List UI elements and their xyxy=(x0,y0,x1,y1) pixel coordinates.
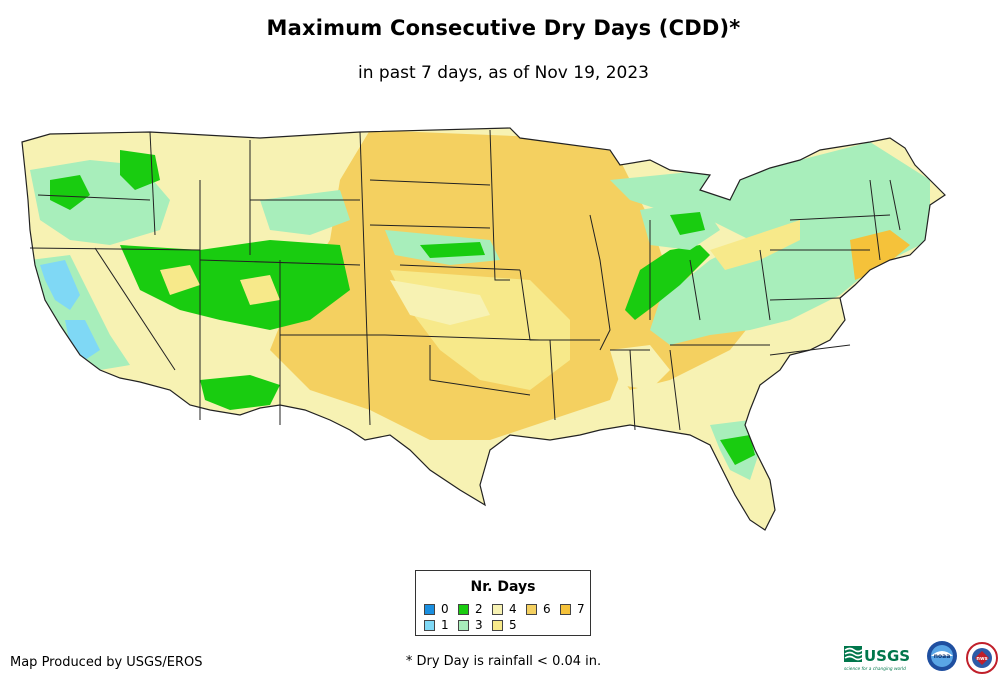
noaa-wordmark: noaa xyxy=(934,653,951,660)
legend-label-1: 1 xyxy=(441,618,449,632)
legend: Nr. Days 0 1 2 3 4 5 6 7 xyxy=(415,570,591,636)
washington-2day-zone xyxy=(50,175,90,210)
legend-label-5: 5 xyxy=(509,618,517,632)
legend-label-3: 3 xyxy=(475,618,483,632)
mid-atlantic-5day-zone xyxy=(710,220,800,270)
legend-swatch-4 xyxy=(492,603,503,615)
california-1day-zone xyxy=(40,260,80,310)
legend-label-7: 7 xyxy=(577,602,585,616)
nws-logo: nws xyxy=(966,642,998,674)
michigan-2day-spot xyxy=(670,212,705,235)
utah-5day-spot xyxy=(240,275,280,305)
legend-item-3: 3 xyxy=(458,619,483,631)
legend-swatch-0 xyxy=(424,603,435,615)
usgs-logo: USGS science for a changing world xyxy=(844,646,910,672)
minnesota-6day-zone xyxy=(510,155,610,215)
legend-swatch-3 xyxy=(458,619,469,631)
legend-swatch-1 xyxy=(424,619,435,631)
agency-logos: USGS science for a changing world noaa n… xyxy=(842,640,1002,676)
idaho-2day-zone xyxy=(120,150,160,190)
nevada-5day-spot xyxy=(160,265,200,295)
state-boundaries xyxy=(21,127,946,531)
usgs-wordmark: USGS xyxy=(864,647,910,665)
legend-label-4: 4 xyxy=(509,602,517,616)
plains-4day-zone xyxy=(390,280,490,325)
legend-item-2: 2 xyxy=(458,603,483,615)
georgia-4day-zone xyxy=(690,375,750,415)
nebraska-2day-band xyxy=(420,242,485,258)
legend-item-6: 6 xyxy=(526,603,551,615)
socal-1day-zone xyxy=(65,320,100,360)
usgs-tagline: science for a changing world xyxy=(844,666,906,672)
legend-swatch-5 xyxy=(492,619,503,631)
legend-swatch-2 xyxy=(458,603,469,615)
footnote-text: * Dry Day is rainfall < 0.04 in. xyxy=(405,654,602,669)
nws-wordmark: nws xyxy=(976,656,987,662)
legend-item-0: 0 xyxy=(424,603,449,615)
wyoming-3day-zone xyxy=(260,190,350,235)
nj-7day-zone xyxy=(850,230,910,280)
legend-item-4: 4 xyxy=(492,603,517,615)
ohio-valley-2day-band xyxy=(625,245,710,320)
florida-2day-zone xyxy=(720,435,755,465)
legend-title: Nr. Days xyxy=(470,579,536,595)
map-title: Maximum Consecutive Dry Days (CDD)* xyxy=(266,16,741,40)
us-map xyxy=(10,120,990,550)
noaa-logo: noaa xyxy=(927,641,957,671)
legend-swatch-7 xyxy=(560,603,571,615)
map-subtitle: in past 7 days, as of Nov 19, 2023 xyxy=(358,63,649,83)
legend-label-6: 6 xyxy=(543,602,551,616)
legend-label-2: 2 xyxy=(475,602,483,616)
credit-text: Map Produced by USGS/EROS xyxy=(10,655,203,670)
legend-label-0: 0 xyxy=(441,602,449,616)
arizona-2day-zone xyxy=(200,375,280,410)
legend-swatch-6 xyxy=(526,603,537,615)
legend-item-5: 5 xyxy=(492,619,517,631)
legend-item-7: 7 xyxy=(560,603,585,615)
legend-item-1: 1 xyxy=(424,619,449,631)
mississippi-4day-zone xyxy=(610,345,670,390)
